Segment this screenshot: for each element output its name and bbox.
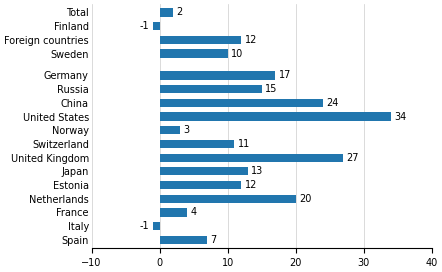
Text: 10: 10 — [231, 48, 243, 58]
Text: 17: 17 — [278, 70, 291, 81]
Text: 11: 11 — [238, 139, 250, 149]
Bar — [153, 222, 160, 230]
Bar — [160, 126, 180, 134]
Bar — [160, 99, 323, 107]
Bar — [153, 22, 160, 30]
Text: -1: -1 — [140, 21, 149, 31]
Bar — [160, 85, 262, 93]
Bar — [160, 50, 228, 58]
Bar — [160, 236, 207, 244]
Text: 20: 20 — [299, 194, 312, 204]
Text: 7: 7 — [211, 235, 217, 245]
Text: 13: 13 — [251, 166, 264, 176]
Text: 27: 27 — [347, 153, 359, 163]
Bar — [160, 36, 241, 44]
Text: 4: 4 — [190, 208, 196, 218]
Bar — [160, 140, 234, 148]
Text: -1: -1 — [140, 221, 149, 231]
Text: 15: 15 — [265, 84, 278, 94]
Bar — [160, 167, 248, 175]
Bar — [160, 112, 391, 121]
Text: 3: 3 — [183, 125, 190, 135]
Bar — [160, 8, 173, 17]
Bar — [160, 195, 296, 203]
Text: 12: 12 — [244, 35, 257, 45]
Text: 2: 2 — [177, 7, 183, 17]
Bar — [160, 181, 241, 189]
Bar — [160, 71, 275, 79]
Text: 24: 24 — [326, 98, 339, 108]
Text: 12: 12 — [244, 180, 257, 190]
Bar — [160, 154, 343, 162]
Bar — [160, 208, 187, 217]
Text: 34: 34 — [394, 112, 407, 122]
